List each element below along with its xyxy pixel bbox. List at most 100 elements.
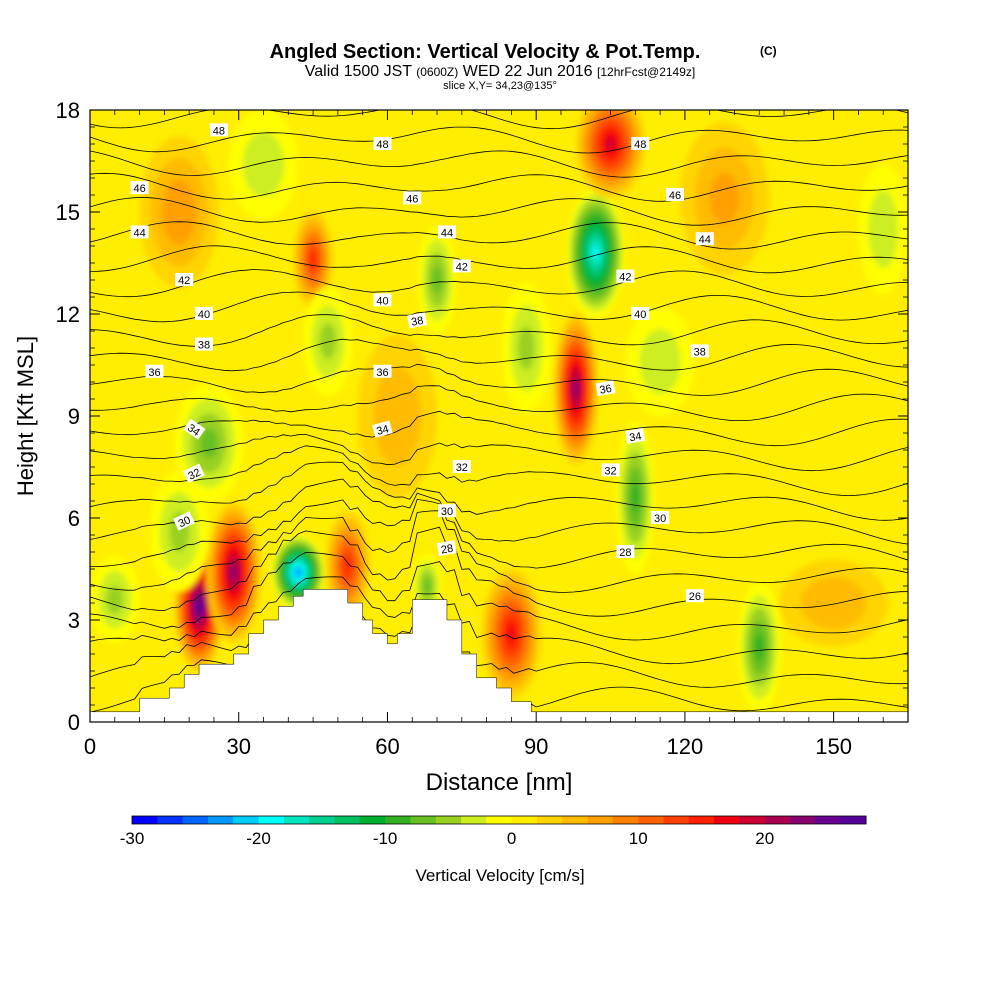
x-tick-label: 60 [375, 734, 399, 759]
contour-label: 44 [437, 225, 456, 239]
contour-label-text: 40 [634, 309, 646, 321]
contour-label-bg [437, 225, 456, 239]
contour-label-text: 32 [456, 462, 468, 474]
contour-label-bg [616, 545, 635, 558]
colorbar-tick-label: 0 [507, 829, 516, 848]
velocity-feature-2-level [295, 568, 302, 577]
isentrope-28 [90, 526, 908, 617]
contour-label: 40 [631, 307, 650, 321]
velocity-feature-19-level [709, 173, 740, 224]
isentrope-31 [90, 478, 908, 545]
contour-label: 32 [601, 463, 620, 477]
contour-label-bg [403, 191, 422, 205]
y-axis-label: Height [Kft MSL] [13, 336, 38, 496]
contour-label-text: 32 [604, 465, 616, 477]
colorbar-tick-label: 20 [755, 829, 774, 848]
contour-label-bg [452, 259, 471, 273]
isentrope-44 [90, 196, 908, 226]
terrain [90, 589, 908, 722]
colorbar-tick-label: -10 [373, 829, 398, 848]
isentrope-46 [90, 150, 908, 178]
contour-label: 26 [685, 589, 704, 603]
contour-label-bg [195, 337, 214, 351]
contour-label-text: 36 [148, 367, 160, 379]
velocity-feature-7-level [606, 137, 615, 151]
contour-label-bg [452, 460, 471, 473]
contour-label: 30 [651, 511, 670, 525]
contour-label-text: 46 [406, 193, 418, 205]
contour-label: 42 [616, 269, 635, 284]
contour-label-bg [631, 307, 650, 320]
contour-label-text: 42 [178, 275, 190, 287]
contour-label-bg [195, 307, 214, 320]
x-axis-label: Distance [nm] [426, 769, 573, 796]
contour-label: 46 [665, 188, 684, 202]
colorbar-swatch [233, 816, 260, 824]
x-tick-label: 0 [84, 734, 96, 759]
velocity-feature-0-level [196, 601, 203, 612]
contour-label-text: 48 [376, 139, 388, 151]
colorbar-swatch [359, 816, 386, 824]
x-tick-label: 90 [524, 734, 548, 759]
velocity-feature-8-level [310, 252, 317, 267]
contour-label: 40 [195, 307, 214, 321]
colorbar-swatch [638, 816, 665, 824]
contour-label: 38 [195, 337, 214, 352]
contour-label-text: 46 [669, 190, 681, 202]
colorbar-tick-label: 10 [629, 829, 648, 848]
contour-label-text: 44 [699, 234, 711, 246]
x-tick-label: 30 [226, 734, 250, 759]
y-tick-label: 6 [68, 506, 80, 531]
isentrope-35 [90, 410, 908, 447]
contour-label: 48 [631, 137, 650, 151]
velocity-feature-15-level [518, 326, 535, 370]
isentrope-25 [90, 601, 908, 688]
contour-label-text: 34 [185, 422, 202, 439]
isentrope-32 [90, 461, 908, 521]
contour-label: 34 [371, 420, 393, 438]
potential-temperature-contours [90, 110, 908, 713]
isentrope-45 [90, 172, 908, 202]
isentrope-39 [90, 314, 908, 347]
contour-label-text: 30 [654, 513, 666, 525]
colorbar-swatch [840, 816, 867, 824]
contour-label-text: 38 [198, 340, 210, 352]
isentrope-43 [90, 221, 908, 250]
contour-label-bg [690, 344, 709, 358]
contour-label-text: 26 [689, 591, 701, 603]
contour-label: 48 [373, 137, 392, 151]
velocity-feature-20-level [423, 577, 431, 595]
contour-label-bg [373, 293, 392, 307]
isentrope-36 [90, 385, 908, 421]
colorbar-label: Vertical Velocity [cm/s] [415, 866, 584, 885]
isentrope-26 [90, 576, 908, 665]
subtitle-utc: (0600Z) [416, 65, 458, 79]
colorbar-tick-label: -20 [246, 829, 271, 848]
contour-label-text: 28 [440, 543, 454, 557]
colorbar-swatch [612, 816, 639, 824]
contour-label: 34 [183, 418, 206, 440]
contour-label-bg [437, 504, 456, 518]
y-tick-label: 12 [56, 302, 80, 327]
subtitle-date: WED 22 Jun 2016 [458, 63, 597, 80]
contour-label-text: 44 [133, 227, 145, 239]
velocity-feature-4-level [507, 625, 516, 642]
contour-label-text: 40 [198, 309, 210, 321]
contour-label: 42 [452, 259, 471, 273]
contour-label-bg [130, 225, 149, 239]
velocity-feature-9-level [631, 482, 640, 513]
contour-label-text: 48 [634, 139, 646, 151]
colorbar-swatch [258, 816, 285, 824]
y-tick-label: 3 [68, 608, 80, 633]
contour-label: 38 [690, 344, 709, 358]
contour-label-bg [182, 463, 205, 484]
contour-label-text: 36 [376, 367, 388, 379]
isentrope-40 [90, 291, 908, 323]
subtitle-fcst: [12hrFcst@2149z] [597, 65, 695, 79]
contour-label-text: 42 [619, 272, 631, 284]
contour-label: 32 [452, 460, 471, 474]
colorbar-swatch [511, 816, 538, 824]
contour-label-text: 48 [213, 125, 225, 137]
y-tick-label: 0 [68, 710, 80, 735]
